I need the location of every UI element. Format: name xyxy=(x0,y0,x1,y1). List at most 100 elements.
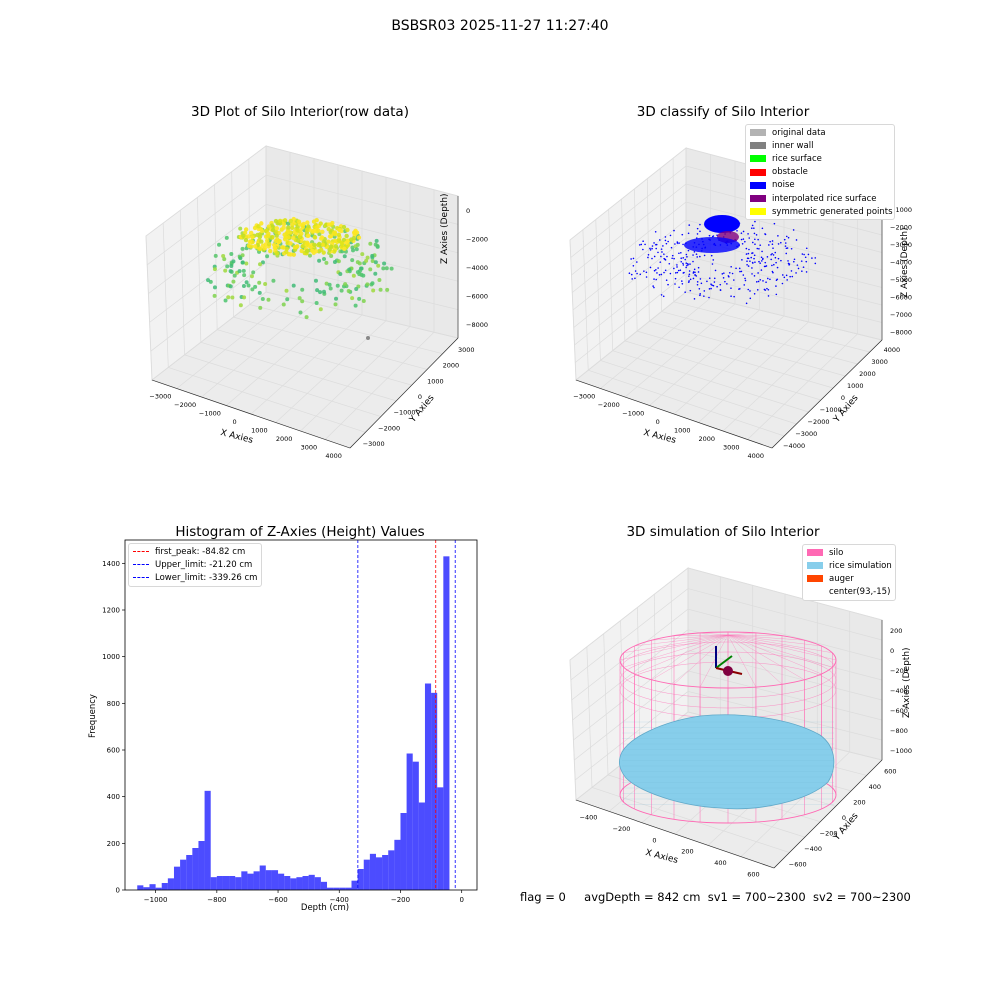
noise-point xyxy=(647,253,650,256)
noise-point xyxy=(631,278,633,280)
data-point xyxy=(263,242,268,247)
data-point xyxy=(265,254,270,259)
noise-point xyxy=(676,266,678,268)
grid-line xyxy=(151,291,459,381)
noise-point xyxy=(657,267,659,269)
grid-line xyxy=(146,174,459,266)
noise-point xyxy=(744,279,747,282)
grid-line xyxy=(575,273,883,363)
noise-point xyxy=(785,252,788,255)
noise-point xyxy=(655,243,658,246)
data-point xyxy=(332,230,338,235)
noise-point xyxy=(636,261,638,263)
grid-line xyxy=(603,633,609,775)
noise-point xyxy=(688,275,690,277)
noise-point xyxy=(803,253,805,256)
data-point xyxy=(263,281,268,286)
data-point xyxy=(381,266,386,271)
grid-line xyxy=(624,340,821,401)
grid-line xyxy=(624,303,736,398)
auger-marker xyxy=(723,666,733,676)
noise-point xyxy=(665,242,668,245)
data-point xyxy=(336,232,342,238)
legend-item-rice-surface: rice surface xyxy=(746,152,894,165)
noise-point xyxy=(630,273,633,276)
histogram-bar xyxy=(149,884,156,890)
y-axis-line xyxy=(773,759,883,869)
data-point xyxy=(370,253,375,258)
noise-point xyxy=(706,280,708,283)
grid-line xyxy=(250,314,363,415)
noise-point xyxy=(673,257,675,260)
legend-item-obstacle: obstacle xyxy=(746,166,894,179)
histogram-bar xyxy=(418,802,425,890)
noise-point xyxy=(788,264,790,266)
data-point xyxy=(326,239,331,244)
data-point xyxy=(360,252,365,257)
z-tick-label: −8000 xyxy=(890,328,912,336)
data-point xyxy=(226,295,231,300)
y-tick-label: 0 xyxy=(116,887,120,895)
noise-point xyxy=(649,249,652,251)
noise-point xyxy=(692,260,694,263)
noise-point xyxy=(776,266,779,269)
data-point xyxy=(374,238,379,243)
legend-line xyxy=(133,564,149,566)
z-tick-label: −2000 xyxy=(890,223,912,231)
z-tick-label: −200 xyxy=(890,667,908,675)
histogram-bar xyxy=(314,877,321,890)
data-point xyxy=(260,296,265,301)
grid-line xyxy=(571,608,883,701)
noise-point xyxy=(696,227,699,230)
y-tick-label: −600 xyxy=(789,860,807,868)
data-point xyxy=(257,246,263,251)
noise-point xyxy=(754,243,756,245)
y-tick-label: 200 xyxy=(107,840,120,848)
noise-point xyxy=(694,274,696,276)
data-point xyxy=(299,231,304,236)
data-point xyxy=(313,278,318,283)
noise-point xyxy=(752,241,754,244)
noise-point xyxy=(674,283,676,285)
noise-point xyxy=(748,248,750,251)
noise-point xyxy=(805,247,808,250)
noise-point xyxy=(754,261,756,263)
noise-point xyxy=(684,258,686,261)
grid-line xyxy=(573,237,883,328)
data-point xyxy=(266,224,272,229)
noise-point xyxy=(680,257,683,260)
noise-point xyxy=(703,290,706,292)
noise-point xyxy=(762,257,764,260)
y-tick-label: 1000 xyxy=(847,382,864,390)
histogram-bar xyxy=(320,881,328,890)
grid-line xyxy=(248,158,251,305)
data-point xyxy=(231,279,236,284)
grid-line xyxy=(588,369,785,437)
data-point xyxy=(241,268,246,273)
histogram-bar xyxy=(186,855,193,890)
plot-frame xyxy=(124,539,478,891)
data-point xyxy=(339,288,344,293)
legend-item-first-peak: first_peak: -84.82 cm xyxy=(129,545,261,558)
data-point xyxy=(266,297,271,302)
data-point xyxy=(319,235,325,240)
data-point xyxy=(231,259,236,264)
data-point xyxy=(347,267,352,272)
grid-line xyxy=(150,262,459,352)
histogram-bar xyxy=(424,683,432,890)
data-point xyxy=(306,233,311,238)
data-point xyxy=(301,221,306,227)
data-point xyxy=(329,254,334,259)
data-point xyxy=(368,241,373,246)
histogram-bar xyxy=(173,866,181,890)
z-tick-label: −2000 xyxy=(466,236,488,244)
plot4-title: 3D simulation of Silo Interior xyxy=(626,524,820,540)
noise-point xyxy=(781,282,784,285)
noise-point xyxy=(766,277,769,280)
noise-point xyxy=(769,240,771,243)
histogram-bar xyxy=(155,887,162,890)
grid-line xyxy=(162,223,169,368)
noise-point xyxy=(723,272,725,274)
grid-line xyxy=(574,255,883,346)
noise-point xyxy=(653,269,656,272)
